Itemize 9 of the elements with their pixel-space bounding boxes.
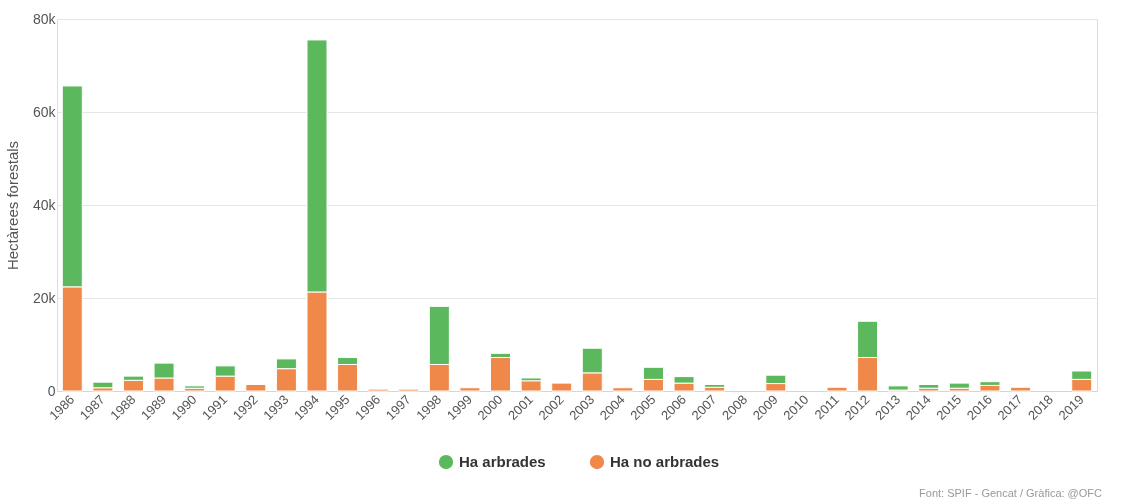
text: Font: SPIF - Gencat / Gràfica: @OFC <box>919 487 1103 499</box>
y-tick-label: 80k <box>32 10 57 27</box>
legend-label: Ha arbrades <box>459 453 546 471</box>
legend-label: Ha no arbrades <box>610 453 720 471</box>
y-axis-title: Hectàrees forestals <box>3 140 21 271</box>
y-tick-label: 40k <box>32 196 57 213</box>
y-tick-label: 60k <box>32 103 57 120</box>
y-tick-label: 0 <box>47 382 56 399</box>
y-tick-label: 20k <box>32 289 57 306</box>
